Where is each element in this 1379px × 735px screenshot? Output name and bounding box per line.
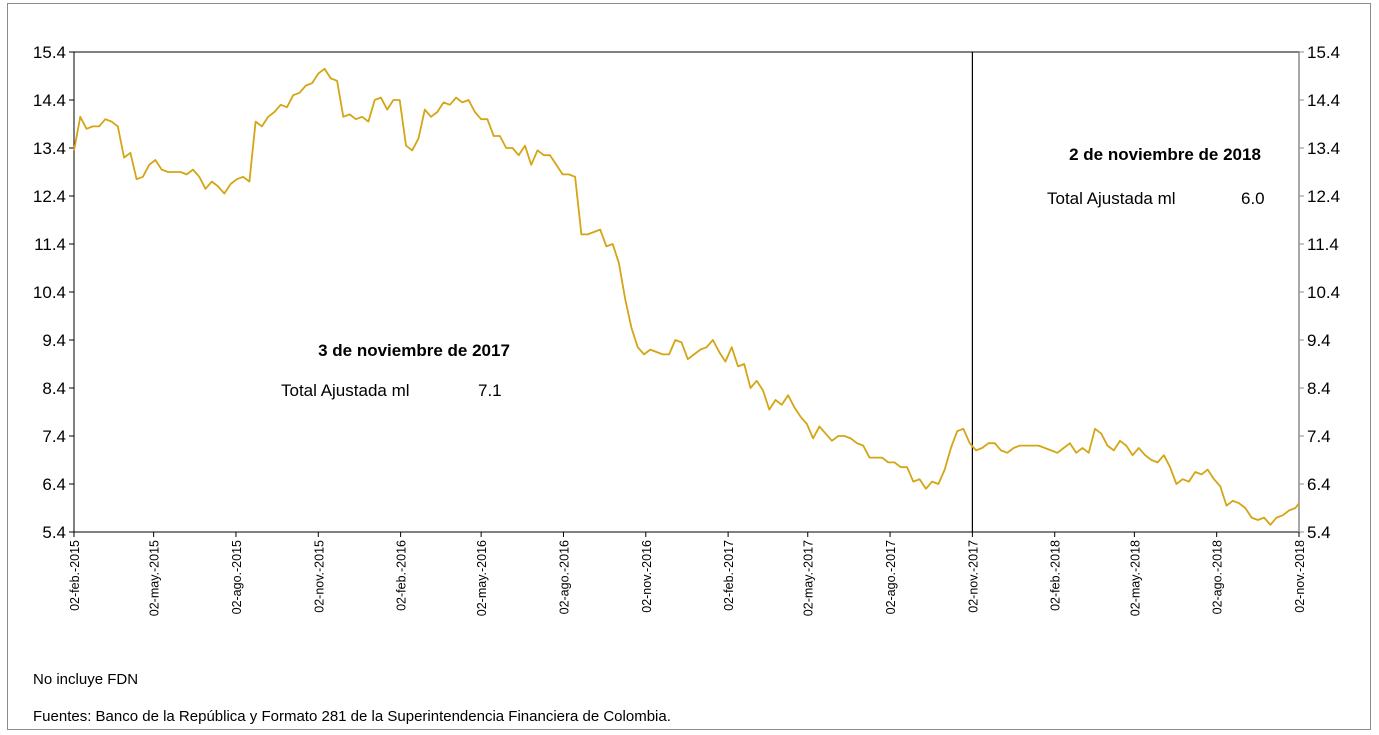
y-tick-label-left: 8.4 — [42, 379, 66, 398]
y-tick-label-left: 6.4 — [42, 475, 66, 494]
y-tick-label-right: 15.4 — [1307, 43, 1340, 62]
y-tick-label-right: 7.4 — [1307, 427, 1331, 446]
annotation-value: 6.0 — [1241, 189, 1265, 208]
y-tick-label-right: 12.4 — [1307, 187, 1340, 206]
annotation-label: Total Ajustada ml — [281, 381, 410, 400]
annotation-date: 2 de noviembre de 2018 — [1069, 145, 1261, 164]
y-tick-label-right: 9.4 — [1307, 331, 1331, 350]
x-tick-label: 02-ago.-2016 — [557, 540, 571, 614]
plot-area — [73, 51, 1300, 533]
y-tick-label-left: 14.4 — [33, 91, 66, 110]
x-tick-label: 02-nov.-2018 — [1293, 540, 1307, 613]
x-tick-label: 02-nov.-2017 — [966, 540, 980, 613]
x-tick-label: 02-nov.-2016 — [640, 540, 654, 613]
x-tick-label: 02-may.-2017 — [802, 540, 816, 616]
y-tick-label-right: 11.4 — [1307, 235, 1339, 254]
annotation-date: 3 de noviembre de 2017 — [318, 341, 510, 360]
annotation-label: Total Ajustada ml — [1047, 189, 1176, 208]
sources-note: Fuentes: Banco de la República y Formato… — [33, 708, 671, 725]
x-tick-label: 02-may.-2015 — [148, 540, 162, 616]
x-tick-label: 02-ago.-2018 — [1211, 540, 1225, 614]
y-tick-label-left: 15.4 — [33, 43, 66, 62]
x-tick-label: 02-feb.-2018 — [1049, 540, 1063, 611]
y-axis-left: 15.4 14.4 13.4 12.4 11.4 10.4 9.4 8.4 7.4 6.4 5.4 — [33, 43, 74, 542]
y-tick-label-left: 12.4 — [33, 187, 66, 206]
annotations: 3 de noviembre de 2017 Total Ajustada ml 7… — [281, 145, 1265, 400]
x-tick-label: 02-feb.-2017 — [722, 540, 736, 611]
x-tick-label: 02-ago.-2015 — [230, 540, 244, 614]
exclusion-note: No incluye FDN — [33, 671, 139, 688]
x-tick-label: 02-nov.-2015 — [312, 540, 326, 613]
y-tick-label-right: 10.4 — [1307, 283, 1340, 302]
line-chart: 15.414.413.412.411.410.49.48.47.46.45.4 … — [33, 43, 1340, 616]
x-tick-label: 02-may.-2016 — [475, 540, 489, 616]
x-tick-label: 02-feb.-2015 — [68, 540, 82, 611]
y-tick-label-right: 13.4 — [1307, 139, 1340, 158]
y-tick-label-right: 5.4 — [1307, 523, 1331, 542]
annotation-value: 7.1 — [478, 381, 502, 400]
y-axis-right: 15.4 14.4 13.4 12.4 11.4 10.4 9.4 8.4 7.4 6.4 5.4 — [1299, 43, 1340, 542]
y-tick-label-left: 7.4 — [42, 427, 66, 446]
y-tick-label-left: 13.4 — [33, 139, 66, 158]
y-tick-label-right: 14.4 — [1307, 91, 1340, 110]
y-tick-label-right: 8.4 — [1307, 379, 1331, 398]
series-line — [73, 67, 1300, 526]
y-tick-label-right: 6.4 — [1307, 475, 1331, 494]
y-tick-label-left: 10.4 — [33, 283, 66, 302]
chart-frame: 15.4 14.4 13.4 12.4 11.4 10.4 9.4 8.4 7.4 6.4 5.4 … — [7, 3, 1371, 730]
x-tick-label: 02-feb.-2016 — [395, 540, 409, 611]
x-tick-label: 02-ago.-2017 — [884, 540, 898, 614]
y-tick-label-left: 5.4 — [42, 523, 66, 542]
y-tick-label-left: 9.4 — [42, 331, 66, 350]
x-tick-label: 02-may.-2018 — [1128, 540, 1142, 616]
x-axis: 02-feb.-2015 02-may.-2015 02-ago.-2015 02-n… — [68, 532, 1307, 616]
y-tick-label-left: 11.4 — [34, 235, 66, 254]
